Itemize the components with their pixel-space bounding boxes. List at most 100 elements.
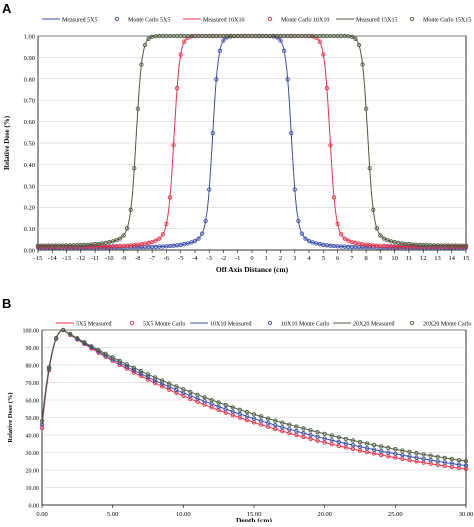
data-point <box>114 238 119 243</box>
data-point <box>258 414 264 419</box>
data-point <box>343 441 349 446</box>
data-point <box>39 418 45 424</box>
data-point <box>146 36 151 41</box>
data-point <box>195 392 200 397</box>
data-point <box>153 238 158 243</box>
y-tick-label: 70.00 <box>26 381 40 387</box>
x-tick-label: -4 <box>192 255 198 262</box>
x-tick-label: 15.00 <box>247 511 262 518</box>
data-point <box>386 445 391 450</box>
data-point <box>157 236 162 241</box>
data-point <box>237 411 243 417</box>
data-point <box>289 131 294 136</box>
data-point <box>463 459 469 464</box>
data-point <box>379 448 384 454</box>
data-point <box>363 106 369 111</box>
data-point <box>145 372 151 377</box>
data-point <box>142 42 148 48</box>
y-tick-label: 10.00 <box>26 486 40 492</box>
data-point <box>371 442 377 448</box>
data-point <box>294 424 299 429</box>
data-point <box>273 423 278 428</box>
data-point <box>181 387 186 392</box>
data-point <box>125 226 130 231</box>
data-point <box>421 456 426 462</box>
x-tick-label: -3 <box>206 255 211 262</box>
data-point <box>301 430 306 436</box>
data-point <box>346 238 351 243</box>
data-point <box>265 420 271 426</box>
data-point <box>350 438 356 443</box>
data-point <box>251 416 257 421</box>
x-tick-label: 6 <box>336 255 340 262</box>
y-tick-label: 0.10 <box>24 226 35 233</box>
x-tick-label: -11 <box>91 255 99 262</box>
data-point <box>336 443 341 448</box>
legend-label: Measured 5X5 <box>62 18 98 24</box>
data-point <box>400 448 405 453</box>
data-point <box>203 218 208 224</box>
y-tick-label: 90.00 <box>26 346 40 352</box>
data-point <box>145 377 151 382</box>
data-point <box>46 365 52 370</box>
data-point <box>393 447 398 452</box>
data-point <box>188 389 193 395</box>
chart-a: 0.00 0.10 0.20 0.30 0.40 0.50 0.60 0.70 0.80 0.90… <box>3 16 471 274</box>
data-point <box>315 434 320 439</box>
data-point <box>299 231 305 236</box>
data-point <box>96 347 101 353</box>
data-point <box>244 409 250 415</box>
x-tick-label: 4 <box>307 255 311 262</box>
data-point <box>159 384 165 389</box>
series-line <box>38 35 466 247</box>
x-tick-label: -10 <box>105 255 114 262</box>
data-point <box>428 453 433 458</box>
x-axis-title: Depth (cm) <box>236 516 273 522</box>
x-tick-label: 5.00 <box>107 511 118 518</box>
data-point <box>167 195 173 200</box>
panel-label-b: B <box>2 296 11 311</box>
data-point <box>456 458 462 463</box>
x-tick-label: 2 <box>279 255 282 262</box>
data-point <box>273 418 278 423</box>
x-tick-label: 15 <box>463 255 470 262</box>
x-tick-label: 5 <box>322 255 325 262</box>
series-line <box>38 35 466 248</box>
y-tick-label: 100.00 <box>23 329 40 335</box>
y-tick-label: 60.00 <box>26 399 40 405</box>
series-line <box>41 329 467 462</box>
data-point <box>350 446 356 452</box>
legend-marker <box>409 320 415 326</box>
x-tick-label: 3 <box>293 255 296 262</box>
data-point <box>308 432 313 438</box>
y-tick-label: 80.00 <box>26 364 40 370</box>
data-point <box>124 362 129 367</box>
data-point <box>379 444 384 449</box>
legend-marker <box>129 320 135 326</box>
y-tick-label: 0.90 <box>24 55 35 62</box>
x-tick-label: 25.00 <box>388 511 403 518</box>
data-point <box>322 431 327 436</box>
data-point <box>381 236 387 241</box>
x-tick-label: -2 <box>221 255 226 262</box>
data-point <box>192 238 198 244</box>
data-point <box>335 221 340 227</box>
data-point <box>209 401 214 407</box>
data-point <box>216 404 221 409</box>
data-point <box>315 438 320 443</box>
data-point <box>202 399 207 404</box>
data-point <box>171 143 176 148</box>
data-point <box>371 207 376 213</box>
data-point <box>294 432 299 438</box>
data-point <box>223 402 228 408</box>
legend-marker <box>267 16 273 22</box>
data-point <box>103 351 108 356</box>
panel-label-a: A <box>2 1 12 16</box>
data-point <box>329 433 334 438</box>
data-point <box>210 131 215 136</box>
data-point <box>328 143 333 148</box>
y-tick-label: 0.40 <box>24 162 35 169</box>
data-point <box>449 461 455 466</box>
data-point <box>385 238 390 243</box>
x-tick-label: 20.00 <box>317 511 332 518</box>
